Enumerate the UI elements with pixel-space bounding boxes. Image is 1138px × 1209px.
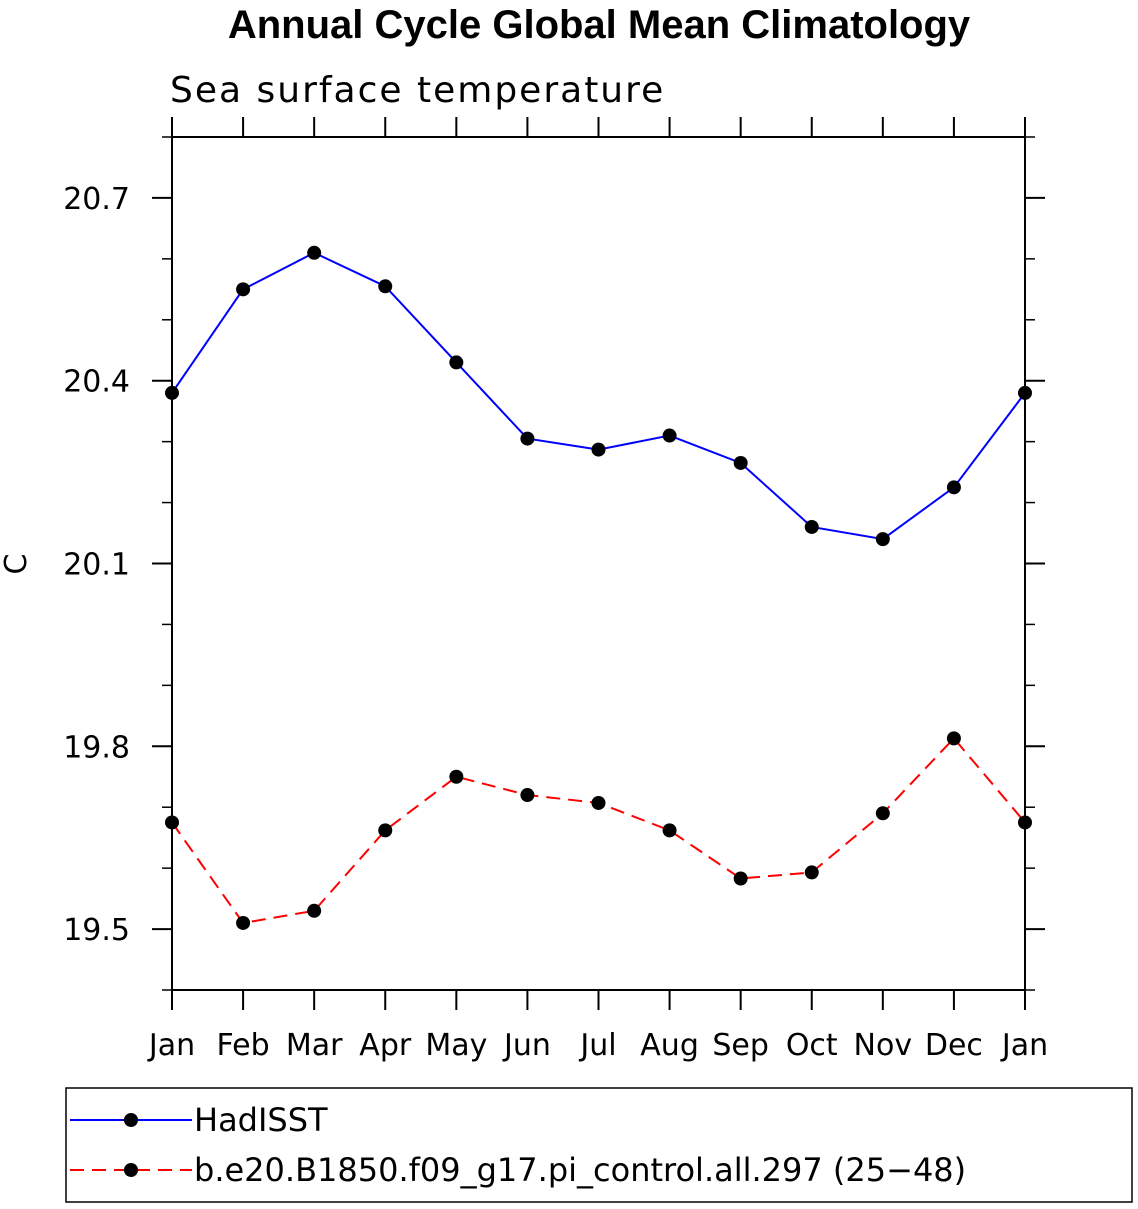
- data-point: [1018, 815, 1032, 830]
- data-point: [307, 903, 322, 918]
- legend-marker-swatch: [124, 1113, 138, 1127]
- data-point: [662, 823, 677, 838]
- x-tick-label: Dec: [925, 1028, 983, 1063]
- y-tick-label: 19.8: [63, 730, 130, 765]
- x-tick-label: Jun: [502, 1028, 551, 1063]
- data-point: [378, 823, 393, 838]
- series-2: [165, 731, 1032, 930]
- legend-item: HadISST: [70, 1101, 328, 1139]
- y-axis-label: C: [0, 554, 34, 575]
- x-tick-label: Feb: [217, 1028, 270, 1063]
- y-tick-label: 20.7: [63, 182, 130, 217]
- legend-label: HadISST: [194, 1101, 328, 1139]
- x-tick-labels: Jan Feb Mar Apr May Jun Jul Aug Sep Oct Nov Dec Jan: [147, 1028, 1048, 1063]
- x-tick-label: Mar: [286, 1028, 343, 1063]
- x-tick-label: May: [425, 1028, 487, 1063]
- plot-frame: [171, 136, 1026, 991]
- data-point: [236, 282, 251, 297]
- data-point: [520, 788, 535, 803]
- data-point: [733, 871, 748, 886]
- data-point: [449, 769, 464, 784]
- data-point: [520, 431, 535, 446]
- data-point: [378, 279, 393, 294]
- data-point: [165, 385, 179, 400]
- y-tick-label: 20.1: [63, 548, 130, 583]
- x-tick-label: Aug: [640, 1028, 699, 1063]
- legend: HadISST b.e20.B1850.f09_g17.pi_control.al…: [70, 1101, 966, 1189]
- data-point: [165, 815, 179, 830]
- x-tick-label: Jul: [578, 1028, 616, 1063]
- data-point: [591, 795, 606, 810]
- data-point: [591, 442, 606, 457]
- data-point: [946, 731, 961, 746]
- y-tick-label: 20.4: [63, 365, 130, 400]
- x-tick-label: Jan: [147, 1028, 195, 1063]
- legend-label: b.e20.B1850.f09_g17.pi_control.all.297 (…: [194, 1151, 966, 1189]
- legend-marker-swatch: [124, 1163, 138, 1177]
- data-point: [804, 865, 819, 880]
- data-point: [307, 245, 322, 260]
- chart-subtitle: Sea surface temperature: [170, 70, 665, 111]
- series-layer: [165, 245, 1032, 930]
- x-tick-label: Jan: [1000, 1028, 1048, 1063]
- x-tick-label: Nov: [854, 1028, 913, 1063]
- data-point: [804, 519, 819, 534]
- legend-box: [65, 1087, 1133, 1203]
- series-1: [165, 245, 1032, 547]
- data-point: [946, 480, 961, 495]
- y-tick-label: 19.5: [63, 913, 130, 948]
- x-tick-label: Sep: [712, 1028, 769, 1063]
- x-tick-label: Oct: [786, 1028, 838, 1063]
- legend-item: b.e20.B1850.f09_g17.pi_control.all.297 (…: [70, 1151, 966, 1189]
- data-point: [449, 355, 464, 370]
- x-tick-label: Apr: [359, 1028, 412, 1063]
- data-point: [875, 806, 890, 821]
- series-line: [171, 736, 1026, 925]
- data-point: [875, 532, 890, 547]
- data-point: [1018, 385, 1032, 400]
- y-tick-labels: 19.5 19.8 20.1 20.4 20.7: [63, 182, 130, 948]
- chart-title: Annual Cycle Global Mean Climatology: [228, 3, 971, 47]
- data-point: [733, 455, 748, 470]
- data-point: [236, 915, 251, 930]
- data-point: [662, 428, 677, 443]
- axis-ticks: [152, 117, 1045, 1010]
- series-line: [171, 251, 1026, 541]
